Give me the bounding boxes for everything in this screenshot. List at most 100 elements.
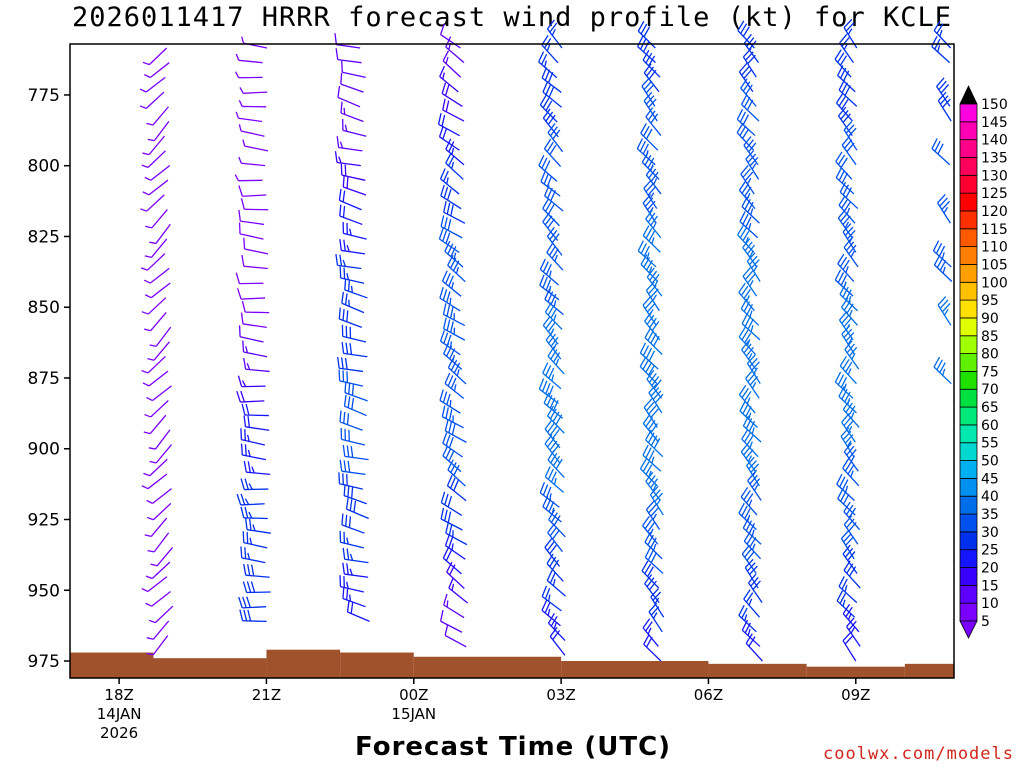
wind-barb: [341, 324, 367, 343]
wind-barb: [437, 113, 460, 137]
wind-barb: [234, 174, 263, 182]
wind-barb: [743, 531, 762, 560]
wind-barb: [649, 485, 664, 516]
wind-barb: [443, 343, 463, 370]
wind-barb: [842, 223, 857, 253]
wind-barb: [147, 341, 170, 361]
wind-barb: [541, 585, 562, 612]
wind-barb: [842, 399, 860, 428]
wind-barb: [241, 36, 268, 49]
wind-barb: [342, 118, 367, 137]
wind-barb: [839, 33, 854, 63]
colorbar-label: 125: [981, 186, 1008, 202]
colorbar-segment: [959, 567, 978, 586]
wind-barb: [644, 311, 661, 341]
wind-barb: [444, 534, 466, 560]
wind-barb: [139, 76, 166, 93]
wind-barb: [241, 403, 269, 417]
wind-barb: [836, 590, 856, 618]
colorbar-label: 70: [981, 382, 999, 398]
wind-barb: [143, 458, 168, 477]
colorbar-label: 75: [981, 364, 999, 380]
wind-barb: [340, 163, 366, 181]
wind-barb: [140, 194, 165, 212]
wind-barb: [334, 33, 361, 49]
wind-barb: [642, 413, 659, 443]
wind-barb: [547, 613, 566, 641]
x-tick-label: 00Z: [399, 686, 428, 704]
y-axis: 775 800 825 850 875 900 925 950 975: [28, 86, 70, 672]
colorbar-segment: [959, 353, 978, 372]
y-tick-label: 950: [28, 581, 60, 601]
wind-barb: [234, 71, 263, 79]
wind-barb: [235, 53, 263, 64]
wind-barb: [738, 326, 757, 355]
wind-barb: [238, 209, 265, 226]
colorbar-label: 90: [981, 311, 999, 327]
wind-barb: [447, 459, 466, 487]
colorbar-segment: [959, 460, 978, 479]
colorbar-segment: [959, 228, 978, 248]
wind-barb: [746, 456, 760, 487]
wind-barb: [933, 254, 953, 282]
wind-barb: [736, 108, 756, 137]
wind-barb: [334, 151, 361, 167]
colorbar-label: 50: [981, 454, 999, 470]
wind-barb: [146, 502, 172, 521]
wind-barb: [936, 77, 951, 107]
wind-barb: [341, 291, 365, 314]
wind-barb: [141, 576, 168, 593]
wind-barb: [338, 472, 363, 490]
colorbar-bottom-arrow: [959, 620, 978, 639]
terrain-step: [266, 649, 341, 678]
y-tick-label: 850: [28, 298, 60, 318]
wind-barb: [149, 223, 171, 245]
wind-barb: [245, 518, 271, 534]
wind-barb: [542, 212, 559, 241]
wind-barb: [937, 91, 952, 122]
x-tick-date: 14JAN: [97, 705, 142, 723]
colorbar-segment: [959, 139, 978, 158]
wind-barb: [142, 179, 169, 196]
wind-barb: [149, 444, 173, 464]
wind-barb: [544, 302, 563, 330]
wind-barb: [837, 106, 853, 136]
terrain-step: [340, 652, 414, 678]
wind-barb: [337, 356, 364, 373]
wind-barb: [838, 79, 858, 107]
wind-barb: [643, 398, 659, 428]
wind-barb: [339, 266, 365, 284]
barb-layer: [139, 18, 953, 662]
wind-barb: [240, 506, 268, 520]
wind-barb: [342, 562, 369, 578]
colorbar-segment: [959, 602, 978, 622]
wind-barb: [445, 138, 465, 166]
wind-barb: [842, 458, 860, 487]
wind-barb: [239, 87, 268, 94]
wind-barb: [540, 170, 561, 197]
wind-barb: [744, 558, 759, 589]
wind-barb: [145, 561, 171, 580]
wind-barb: [146, 620, 170, 640]
terrain-step: [153, 658, 267, 678]
wind-barb: [143, 62, 170, 79]
colorbar-segment: [959, 281, 978, 301]
wind-barb: [148, 605, 174, 624]
wind-barb: [737, 20, 755, 49]
x-tick-label: 09Z: [841, 686, 870, 704]
wind-barb: [143, 311, 167, 332]
wind-barb: [239, 609, 267, 623]
wind-barb: [235, 111, 263, 123]
wind-barb: [444, 419, 467, 443]
wind-barb: [843, 515, 859, 545]
colorbar-segment: [959, 371, 978, 390]
wind-barb: [141, 355, 166, 374]
wind-barb: [241, 300, 270, 314]
wind-barb: [445, 36, 465, 64]
colorbar-segment: [959, 246, 978, 265]
wind-barb: [843, 238, 859, 268]
wind-barb: [440, 491, 463, 516]
wind-barb: [441, 270, 462, 297]
wind-barb: [242, 139, 269, 152]
